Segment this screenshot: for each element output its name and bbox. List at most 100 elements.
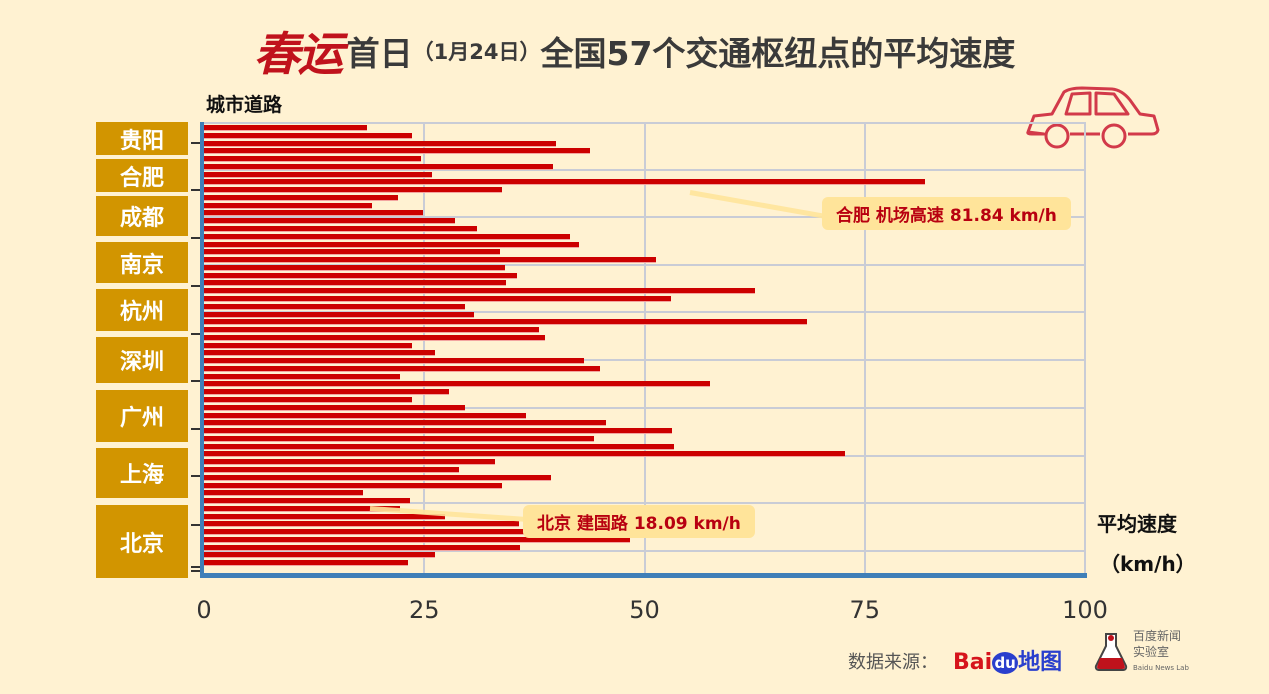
- flask-icon: [1094, 633, 1128, 671]
- lab-line-1: 百度新闻: [1133, 629, 1182, 643]
- bar: [204, 202, 373, 208]
- bar: [204, 257, 656, 263]
- y-tick: [191, 475, 200, 477]
- bar: [204, 156, 421, 162]
- v-gridline: [1084, 122, 1086, 574]
- bar: [204, 490, 364, 496]
- plot-area: [204, 122, 1086, 574]
- bar: [204, 194, 398, 200]
- bar: [204, 420, 606, 426]
- bar: [204, 428, 672, 434]
- bar: [204, 218, 456, 224]
- y-tick: [191, 428, 200, 430]
- x-axis-unit: （km/h）: [1100, 552, 1196, 576]
- bar: [204, 272, 517, 278]
- city-label: 南京: [96, 242, 188, 283]
- v-gridline: [863, 122, 866, 574]
- y-tick: [191, 524, 200, 526]
- y-tick: [191, 142, 200, 144]
- bar: [204, 451, 846, 457]
- bar: [204, 536, 631, 542]
- bar: [204, 148, 590, 154]
- y-tick: [191, 285, 200, 287]
- bar: [204, 140, 556, 146]
- city-label: 深圳: [96, 337, 188, 383]
- city-label: 成都: [96, 196, 188, 236]
- bar: [204, 482, 502, 488]
- city-label: 上海: [96, 448, 188, 498]
- lab-line-2: 实验室: [1133, 645, 1170, 659]
- y-tick: [191, 237, 200, 239]
- bar: [204, 311, 475, 317]
- bar: [204, 132, 412, 138]
- y-tick: [191, 333, 200, 335]
- title-main-1: 首日: [346, 34, 413, 73]
- bar: [204, 521, 520, 527]
- callout-hefei: 合肥 机场高速 81.84 km/h: [822, 197, 1071, 230]
- h-gridline: [204, 359, 1085, 361]
- bar: [204, 397, 412, 403]
- bar: [204, 295, 671, 301]
- bar: [204, 466, 459, 472]
- bar: [204, 179, 925, 185]
- bar: [204, 459, 495, 465]
- bar: [204, 187, 502, 193]
- lab-english: Baidu News Lab: [1133, 664, 1189, 672]
- y-tick: [191, 189, 200, 191]
- bar: [204, 327, 539, 333]
- bar: [204, 288, 755, 294]
- bar: [204, 373, 400, 379]
- baidu-map-logo: Bai du 地图: [953, 644, 1062, 676]
- bar: [204, 125, 367, 130]
- h-gridline: [204, 216, 1085, 218]
- city-label: 北京: [96, 505, 188, 578]
- news-lab-logo: 百度新闻 实验室 Baidu News Lab: [1133, 628, 1189, 676]
- bar: [204, 210, 424, 216]
- bar: [204, 381, 710, 387]
- x-tick-label: 50: [629, 596, 660, 624]
- bar: [204, 303, 465, 309]
- bar: [204, 319, 808, 325]
- h-gridline: [204, 264, 1085, 266]
- x-tick-label: 25: [408, 596, 440, 624]
- baidu-text: Bai: [953, 650, 993, 675]
- bar: [204, 474, 552, 480]
- bar: [204, 544, 521, 550]
- y-axis-line: [200, 122, 204, 577]
- v-gridline: [643, 122, 646, 574]
- bar: [204, 358, 584, 364]
- baidu-paw-icon: du: [992, 652, 1019, 674]
- y-tick: [191, 570, 200, 572]
- data-source-label: 数据来源：: [848, 652, 938, 673]
- bar: [204, 241, 580, 247]
- x-tick-label: 100: [1062, 596, 1108, 624]
- bar: [204, 163, 553, 169]
- bar: [204, 435, 595, 441]
- h-gridline: [204, 502, 1085, 504]
- title-date: （1月24日）: [412, 40, 541, 64]
- bar: [204, 171, 433, 177]
- x-axis-line: [200, 573, 1087, 578]
- h-gridline: [204, 550, 1085, 552]
- bar: [204, 233, 570, 239]
- callout-beijing: 北京 建国路 18.09 km/h: [523, 505, 755, 538]
- city-label: 广州: [96, 390, 188, 442]
- y-axis-label: 城市道路: [206, 94, 283, 116]
- car-icon: [1026, 86, 1160, 149]
- y-tick: [191, 380, 200, 382]
- h-gridline: [204, 311, 1085, 313]
- y-tick: [191, 566, 200, 568]
- x-tick-label: 75: [849, 596, 881, 624]
- bar: [204, 334, 545, 340]
- bar: [204, 412, 527, 418]
- h-gridline: [204, 407, 1085, 409]
- bar: [204, 249, 501, 255]
- title-main-2: 全国57个交通枢纽点的平均速度: [540, 34, 1016, 73]
- bar: [204, 280, 507, 286]
- h-gridline: [204, 122, 1085, 124]
- bar: [204, 226, 478, 232]
- baidu-map-text: 地图: [1018, 650, 1063, 675]
- bar: [204, 365, 601, 371]
- city-label: 杭州: [96, 289, 188, 331]
- bar: [204, 350, 435, 356]
